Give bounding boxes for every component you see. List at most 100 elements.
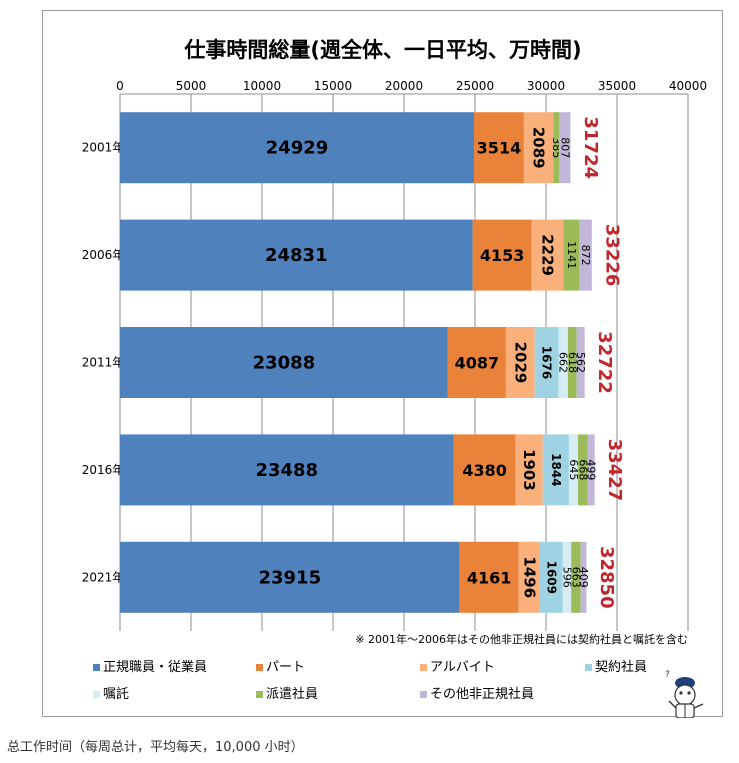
legend-swatch [585, 664, 592, 671]
bar-segment [505, 327, 535, 398]
bar-segment [539, 541, 563, 613]
data-label: 1609 [544, 561, 558, 594]
legend-swatch [420, 664, 427, 671]
data-label: 1844 [549, 453, 563, 486]
data-label: 4087 [455, 354, 500, 373]
data-label: 409 [577, 567, 590, 588]
bar-segment [587, 434, 595, 506]
bar-segment [120, 434, 454, 506]
data-label: 23915 [258, 567, 321, 588]
x-tick-label: 10000 [243, 79, 281, 93]
bar-segment [580, 541, 587, 613]
bar-segment [567, 327, 577, 398]
bar-segment [553, 112, 560, 184]
bar-segment [523, 112, 554, 184]
data-label: 618 [566, 352, 579, 373]
legend-label: その他非正規社員 [430, 686, 534, 702]
data-label: 807 [558, 137, 571, 158]
svg-text:?: ? [665, 670, 670, 680]
data-label: 23488 [255, 460, 318, 481]
total-label: 33427 [604, 439, 625, 502]
caption: 总工作时间（每周总计，平均每天，10,000 小时） [7, 740, 304, 755]
data-label: 23088 [253, 353, 316, 374]
bar-segment [453, 434, 516, 506]
data-label: 562 [574, 352, 587, 373]
data-label: 1903 [520, 449, 538, 491]
data-label: 4380 [462, 461, 507, 480]
legend-swatch [93, 691, 100, 698]
chart-frame: 仕事時間総量(週全体、一日平均、万時間) 0 5000 10000 15000 20000… [42, 10, 723, 718]
bar-segment [571, 541, 581, 613]
legend-label: 正規職員・従業員 [103, 659, 207, 675]
data-label: 24831 [265, 245, 328, 266]
bar-segment [531, 219, 564, 291]
bar-segment [518, 541, 540, 613]
bar-segment [459, 541, 519, 613]
category-label: 2011年 [82, 356, 125, 370]
data-label: 1496 [520, 556, 538, 598]
data-label: 2229 [538, 234, 556, 276]
legend-swatch [420, 691, 427, 698]
bar-segment [563, 219, 580, 291]
x-tick-label: 20000 [385, 79, 423, 93]
data-label: 3514 [477, 139, 522, 158]
bar-segment [120, 541, 460, 613]
data-label: 1141 [565, 241, 578, 269]
x-tick-label: 35000 [598, 79, 636, 93]
total-label: 31724 [580, 116, 601, 179]
x-tick-label: 25000 [456, 79, 494, 93]
x-tick-label: 40000 [669, 79, 707, 93]
data-label: 24929 [266, 138, 329, 159]
bar-segment [576, 327, 585, 398]
bar-segment [559, 112, 571, 184]
data-label: 662 [557, 352, 570, 373]
bar-segment [515, 434, 543, 506]
legend-label: 派遣社員 [266, 686, 318, 702]
x-tick-label: 5000 [176, 79, 207, 93]
legend-label: アルバイト [430, 660, 495, 675]
bar-segment [578, 434, 588, 506]
total-label: 33226 [601, 224, 622, 287]
bar-segment [472, 219, 532, 291]
legend-swatch [256, 691, 263, 698]
data-label: 4161 [467, 568, 512, 587]
bar-segment [447, 327, 506, 398]
data-label: 596 [561, 567, 574, 588]
data-label: 668 [576, 459, 589, 480]
bar-segment [120, 219, 473, 291]
footnote: ※ 2001年～2006年はその他非正規社員には契約社員と嘱託を含む [355, 632, 688, 646]
total-label: 32850 [596, 546, 617, 609]
category-label: 2016年 [82, 463, 125, 477]
bar-segment [120, 112, 474, 184]
data-label: 872 [579, 245, 592, 266]
bar-segment [473, 112, 524, 184]
legend-swatch [256, 664, 263, 671]
legend-label: 契約社員 [595, 659, 647, 675]
legend-swatch [93, 664, 100, 671]
data-label: 4153 [480, 246, 525, 265]
bar-segment [568, 434, 579, 506]
category-label: 2001年 [82, 141, 125, 155]
x-tick-label: 0 [116, 79, 124, 93]
data-label: 499 [585, 459, 598, 480]
data-label: 2029 [511, 342, 529, 384]
total-label: 32722 [594, 331, 615, 394]
chart-title: 仕事時間総量(週全体、一日平均、万時間) [183, 38, 581, 62]
category-label: 2021年 [82, 570, 125, 584]
bar-segment [534, 327, 559, 398]
bar-segment [558, 327, 568, 398]
bar-segment [579, 219, 592, 291]
data-label: 645 [567, 459, 580, 480]
bar-segment [542, 434, 569, 506]
category-label: 2006年 [82, 248, 125, 262]
x-tick-label: 15000 [314, 79, 352, 93]
mascot-icon: ? [665, 670, 704, 718]
x-tick-label: 30000 [527, 79, 565, 93]
stacked-bar-chart: 仕事時間総量(週全体、一日平均、万時間) 0 5000 10000 15000 20000… [82, 38, 707, 718]
legend-label: パート [266, 660, 305, 675]
data-label: 663 [569, 567, 582, 588]
legend-label: 嘱託 [103, 686, 129, 702]
bar-segment [120, 327, 448, 398]
bar-segment [562, 541, 572, 613]
data-label: 2089 [530, 127, 548, 169]
